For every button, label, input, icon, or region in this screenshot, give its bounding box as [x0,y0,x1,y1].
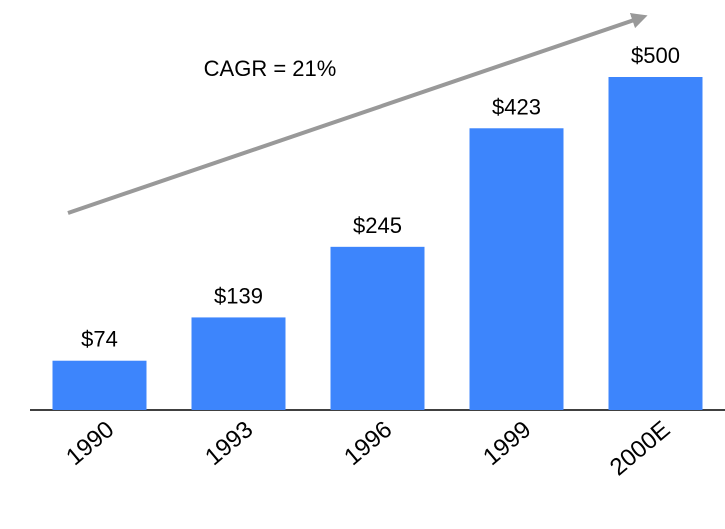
value-label: $74 [81,327,118,352]
x-tick-label: 2000E [605,416,676,481]
trend-arrow [67,13,648,215]
value-label: $500 [631,43,680,68]
x-tick-label: 1996 [339,416,397,471]
annotation: CAGR = 21% [204,56,337,81]
value-label: $245 [353,213,402,238]
value-label: $423 [492,94,541,119]
bar [52,360,147,410]
x-tick-label: 1993 [200,416,258,471]
x-tick-label: 1999 [478,416,536,471]
x-tick-label: 1990 [61,416,119,471]
value-label: $139 [214,283,263,308]
bar [191,317,286,410]
bar [330,246,425,410]
bar [608,77,703,410]
bar [469,128,564,411]
